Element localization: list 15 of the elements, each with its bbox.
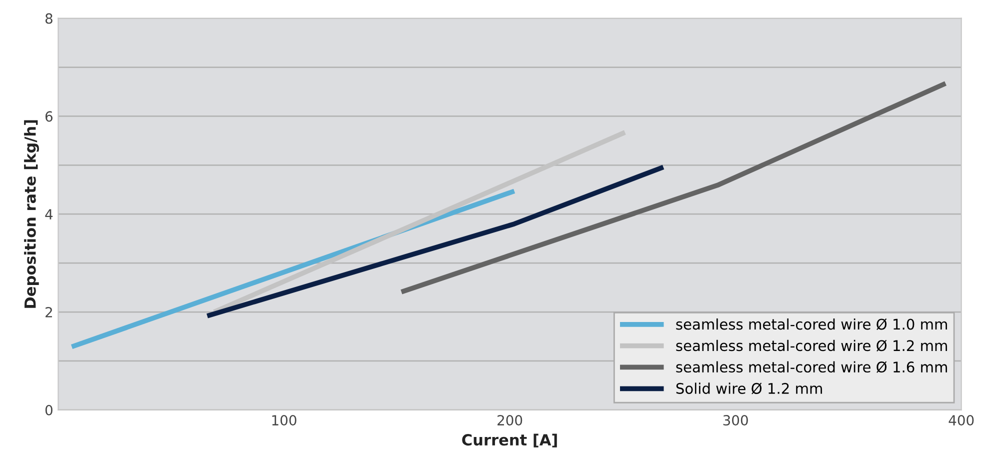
x-tick-label: 300 [723,415,748,426]
x-tick-label: 400 [948,415,974,426]
y-tick-label: 0 [45,404,52,416]
legend-label: seamless metal-cored wire Ø 1.6 mm [676,361,947,373]
y-tick-label: 6 [46,111,52,122]
y-tick-label: 2 [46,306,52,318]
x-axis-title: Current [A] [462,434,557,448]
x-tick-label: 200 [498,415,522,426]
y-tick-label: 4 [45,209,53,220]
legend-label: seamless metal-cored wire Ø 1.0 mm [676,318,947,330]
legend-label: seamless metal-cored wire Ø 1.2 mm [676,340,947,352]
legend-label: Solid wire Ø 1.2 mm [676,382,822,394]
x-tick-label: 100 [272,415,296,426]
y-tick-label: 8 [45,13,52,24]
y-axis-title: Deposition rate [kg/h] [24,120,39,308]
